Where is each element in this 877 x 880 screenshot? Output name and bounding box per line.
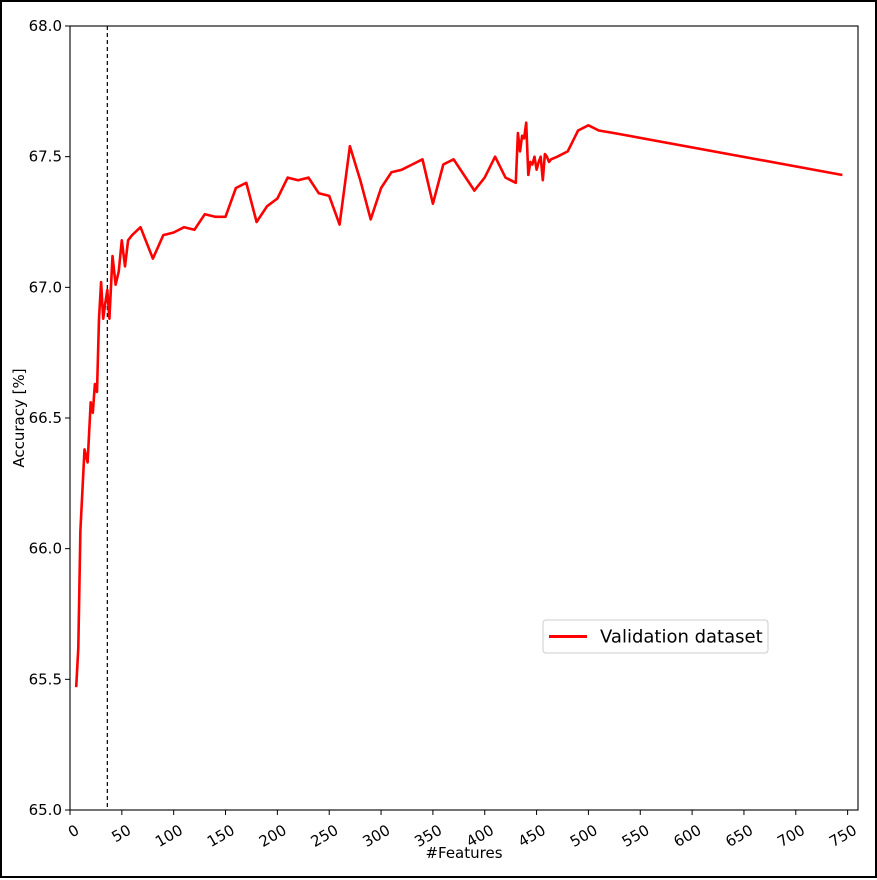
legend-label: Validation dataset <box>600 627 763 648</box>
x-tick-label: 300 <box>359 821 393 851</box>
y-tick-label: 68.0 <box>29 17 62 35</box>
x-axis-label: #Features <box>425 844 502 862</box>
plot-area <box>70 26 858 810</box>
y-axis-label: Accuracy [%] <box>10 368 28 467</box>
axes-box <box>70 26 858 810</box>
x-tick-label: 450 <box>515 821 549 851</box>
x-tick-label: 0 <box>65 821 82 841</box>
y-axis-ticks: 65.0 65.5 66.0 66.5 67.0 67.5 68.0 <box>29 17 70 819</box>
y-tick-label: 67.5 <box>29 148 62 166</box>
y-tick-label: 66.0 <box>29 540 62 558</box>
y-tick-label: 65.0 <box>29 801 62 819</box>
x-tick-label: 750 <box>826 821 860 851</box>
x-tick-label: 250 <box>308 821 342 851</box>
x-tick-label: 700 <box>774 821 808 851</box>
y-tick-label: 67.0 <box>29 278 62 296</box>
x-tick-label: 550 <box>619 821 653 851</box>
legend: Validation dataset <box>543 620 768 653</box>
x-tick-label: 50 <box>109 821 135 846</box>
x-tick-label: 150 <box>204 821 238 851</box>
y-tick-label: 65.5 <box>29 670 62 688</box>
x-tick-label: 650 <box>722 821 756 851</box>
x-tick-label: 500 <box>567 821 601 851</box>
y-tick-label: 66.5 <box>29 409 62 427</box>
series-line-validation-dataset <box>76 123 842 688</box>
x-tick-label: 600 <box>671 821 705 851</box>
x-tick-label: 100 <box>152 821 186 851</box>
x-tick-label: 200 <box>256 821 290 851</box>
